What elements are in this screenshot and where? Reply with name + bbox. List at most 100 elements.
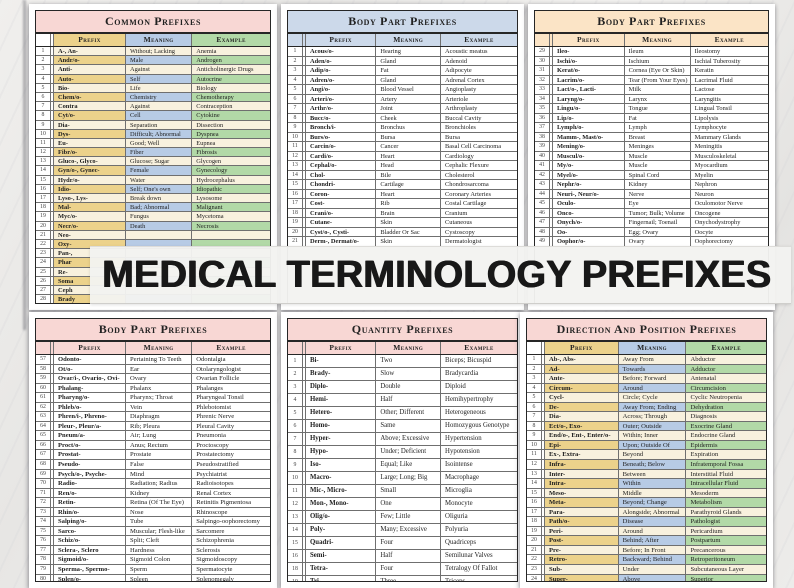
table-row: 31 Kerat/o- Cornea (Eye Or Skin) Keratin [535, 66, 768, 76]
gap-cell [542, 364, 545, 374]
row-number: 59 [36, 374, 51, 383]
prefix-cell: Post- [545, 536, 619, 545]
gap-cell [303, 381, 306, 393]
meaning-cell: Equal; Like [376, 459, 442, 471]
banner-title: MEDICAL TERMINOLOGY PREFIXES [102, 253, 772, 296]
table-row: 18 Mal- Bad; Abnormal Malignant [36, 203, 270, 213]
table-row: 36 Lip/o- Fat Lipolysis [535, 113, 768, 123]
gap-cell [542, 545, 545, 555]
table-row: 16 Meta- Beyond; Change Metabolism [527, 498, 766, 508]
table-row: 29 Ileo- Ileum Ileostomy [535, 47, 768, 57]
table-row: 2 Brady- Slow Bradycardia [288, 368, 517, 381]
meaning-cell: Cancer [376, 142, 442, 151]
table-quantity-prefixes: Quantity Prefixes Prefix Meaning Example… [287, 318, 518, 582]
meaning-cell: Male [126, 56, 193, 65]
table-row: 2 Andr/o- Male Androgen [36, 56, 270, 66]
table-row: 3 Ante- Before; Forward Antenatal [527, 374, 766, 384]
gap-cell [550, 56, 553, 65]
row-number: 2 [288, 368, 303, 380]
example-cell: Lysosome [192, 194, 270, 203]
prefix-cell: Super- [545, 574, 619, 581]
gap-cell [51, 526, 54, 536]
example-cell: Pleural Cavity [196, 422, 235, 430]
row-number: 13 [36, 157, 51, 166]
example-cell: Oculomotor Nerve [694, 200, 743, 207]
table-title: Body Part Prefixes [288, 11, 517, 34]
table-row: 17 Para- Alongside; Abnormal Parathyroid Gl… [527, 507, 766, 518]
example-cell: Spermatocyte [196, 566, 233, 574]
prefix-cell: Pharyng/o- [54, 393, 126, 402]
example-cell: Oncogene [694, 209, 721, 217]
gap-cell [303, 511, 306, 523]
meaning-cell: False [126, 460, 193, 469]
meaning-cell: Water [126, 175, 193, 184]
table-row: 2 Aden/o- Gland Adenoid [288, 56, 517, 66]
table-row: 6 De- Away From; Ending Dehydration [527, 402, 766, 413]
meaning-cell: Large; Long; Big [376, 472, 442, 484]
table-row: 38 Mamm-, Mast/o- Breast Mammary Glands [535, 132, 768, 142]
row-number: 7 [288, 433, 303, 445]
example-cell: Lipolysis [694, 114, 719, 122]
example-cell: Isointense [445, 461, 473, 468]
row-number: 28 [36, 295, 51, 303]
meaning-cell: Kidney [126, 488, 193, 498]
row-number: 80 [36, 574, 51, 581]
table-row: 6 Chem/o- Chemistry Chemotherapy [36, 92, 270, 103]
prefix-cell: Hetero- [306, 407, 377, 419]
gap-cell [51, 479, 54, 488]
gap-cell [51, 230, 54, 239]
table-row: 15 Hydr/o- Water Hydrocephalus [36, 175, 270, 185]
row-number: 74 [36, 517, 51, 526]
table-row: 23 Sub- Under Subcutaneous Layer [527, 565, 766, 575]
row-number: 5 [288, 407, 303, 419]
row-number: 14 [36, 166, 51, 175]
table-row: 70 Radio- Radiation; Radius Radioisotopes [36, 479, 270, 489]
gap-cell [51, 469, 54, 479]
prefix-cell: Hydr/o- [54, 175, 126, 184]
gap-cell [542, 412, 545, 421]
example-cell: Cranium [445, 209, 468, 217]
prefix-cell: Mic-, Micro- [306, 485, 377, 497]
prefix-cell: Chol- [306, 170, 377, 179]
table-rows: 1 Bi- Two Biceps; Bicuspid 2 Brady- Slow Bradyc… [288, 355, 517, 581]
table-header: Prefix Meaning Example [535, 34, 768, 47]
table-row: 4 Adren/o- Gland Adrenal Cortex [288, 75, 517, 85]
example-cell: Phlebotomist [196, 403, 232, 411]
gap-cell [303, 394, 306, 406]
row-number: 5 [36, 83, 51, 92]
table-row: 5 Hetero- Other; Different Heterogeneous [288, 407, 517, 420]
header-example: Example [686, 342, 766, 354]
row-number: 21 [527, 545, 542, 555]
prefix-cell: Olig/o- [306, 511, 377, 523]
row-number: 63 [36, 412, 51, 421]
row-number: 72 [36, 498, 51, 507]
example-cell: Polyuria [445, 526, 469, 533]
row-number: 22 [36, 239, 51, 249]
prefix-cell: Contra [54, 102, 126, 111]
prefix-cell: Burs/o- [306, 132, 377, 141]
table-rows: 57 Odonto- Pertaining To Teeth Odontalgia 58… [36, 355, 270, 581]
prefix-cell: Dys- [54, 129, 126, 138]
table-row: 65 Pneum/a- Air; Lung Pneumonia [36, 431, 270, 441]
meaning-cell: Above [618, 574, 687, 581]
row-number: 10 [527, 440, 542, 450]
gap-cell [303, 433, 306, 445]
header-gap-cell [303, 34, 306, 46]
row-number: 6 [527, 402, 542, 412]
row-number: 38 [535, 132, 550, 141]
table-row: 5 Cycl- Circle; Cycle Cyclic Neutropenia [527, 393, 766, 403]
prefix-cell: Infra- [545, 460, 619, 469]
example-cell: Myocardium [694, 162, 728, 169]
row-number: 77 [36, 545, 51, 555]
table-row: 19Tri-ThreeTriceps [288, 576, 517, 581]
table-row: 63 Phren/i-, Phreno- Diaphragm Phrenic Nerv… [36, 412, 270, 422]
row-number: 25 [36, 267, 51, 276]
table-row: 18 Path/o- Disease Pathologist [527, 517, 766, 527]
meaning-cell: Before; Forward [618, 374, 687, 383]
table-rows: 29 Ileo- Ileum Ileostomy 30 Ischi/o- Ischium Is… [535, 47, 768, 303]
example-cell: Retinitis Pigmentosa [196, 499, 251, 507]
example-cell: Rhinoscope [196, 508, 228, 516]
table-row: 19 Peri- Around Pericardium [527, 526, 766, 537]
meaning-cell: Phalanx [126, 383, 193, 393]
gap-cell [303, 355, 306, 367]
